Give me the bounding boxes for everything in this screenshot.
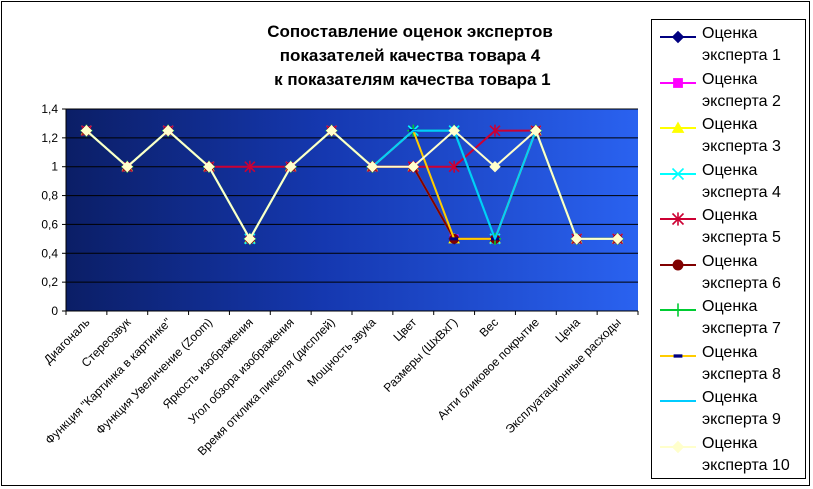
legend-label: Оценка эксперта 8 [702,343,781,383]
data-point [448,124,460,137]
legend-item-4: Оценка эксперта 4 [652,158,807,204]
legend-item-5: Оценка эксперта 5 [652,203,807,249]
legend-item-3: Оценка эксперта 3 [652,112,807,158]
data-point [121,161,133,173]
legend-item-8: Оценка эксперта 8 [652,340,807,386]
y-tick-label: 0,2 [41,275,58,289]
plot-area [66,109,638,311]
data-point [448,160,460,173]
legend-item-9: Оценка эксперта 9 [652,385,807,431]
legend-swatch [660,167,696,180]
y-tick-label: 1 [51,160,58,174]
data-point [571,233,583,245]
legend-item-10: Оценка эксперта 10 [652,431,807,477]
legend-swatch [660,353,696,358]
legend-label: Оценка эксперта 2 [702,70,781,110]
grid-lines [66,108,638,283]
y-axis-ticks: 0 0,2 0,4 0,6 0,8 1 1,2 1,4 [41,102,66,318]
x-tick-label: Цена [553,315,584,346]
x-tick-label: Размеры (ШхВхГ) [381,315,461,395]
legend: Оценка эксперта 1 Оценка эксперта 2 Оценка эк… [651,19,806,479]
data-point [244,233,256,245]
legend-swatch [660,30,696,44]
legend-swatch [660,259,696,270]
series-group [80,124,624,245]
y-tick-label: 0,4 [41,246,58,260]
data-point [80,124,93,137]
data-point [325,124,338,137]
legend-swatch [660,212,696,226]
legend-swatch [660,440,696,453]
data-point [366,161,379,173]
data-point [285,161,297,173]
y-tick-label: 1,4 [41,102,58,116]
data-point [450,237,459,241]
y-tick-label: 1,2 [41,131,58,145]
legend-label: Оценка эксперта 4 [702,161,781,201]
legend-label: Оценка эксперта 3 [702,116,781,155]
legend-item-2: Оценка эксперта 2 [652,67,807,113]
legend-label: Оценка эксперта 10 [702,434,790,474]
data-point [244,160,256,173]
legend-swatch [660,121,696,133]
legend-swatch [660,400,696,402]
y-tick-label: 0 [51,304,58,318]
y-tick-label: 0,8 [41,189,58,203]
data-point [203,161,215,173]
chart-title: Сопоставление оценок экспертов показател… [195,20,625,92]
legend-swatch [660,77,696,88]
data-point [407,161,419,173]
legend-swatch [660,303,696,317]
legend-item-7: Оценка эксперта 7 [652,294,807,340]
data-point [489,161,501,173]
chart-title-line-3: к показателям качества товара 1 [269,70,551,89]
x-tick-label: Цвет [390,315,419,344]
data-point [530,124,542,137]
legend-label: Оценка эксперта 5 [702,207,781,246]
series-line [85,129,618,240]
chart-title-line-1: Сопоставление оценок экспертов [267,22,553,41]
series-10 [80,124,624,245]
y-tick-label: 0,6 [41,217,58,231]
data-point [611,233,624,245]
legend-item-1: Оценка эксперта 1 [652,21,807,67]
legend-label: Оценка эксперта 9 [702,389,781,428]
data-point [162,124,174,137]
legend-label: Оценка эксперта 7 [702,298,781,337]
chart-title-line-2: показателей качества товара 4 [279,46,541,65]
legend-label: Оценка эксперта 6 [702,252,781,292]
legend-label: Оценка эксперта 1 [702,25,781,64]
data-point [489,124,501,137]
x-tick-label: Вес [477,315,502,340]
legend-item-6: Оценка эксперта 6 [652,249,807,295]
